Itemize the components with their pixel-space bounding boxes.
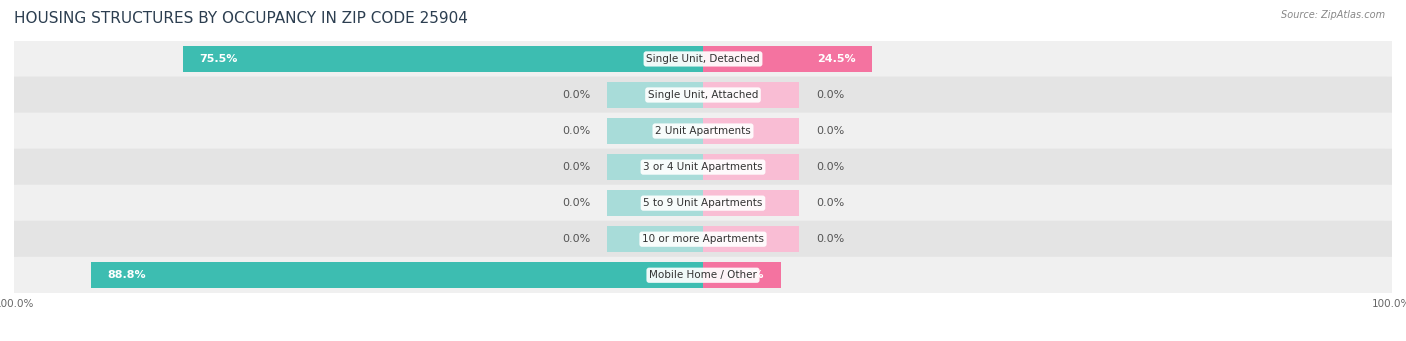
Text: 0.0%: 0.0%: [562, 162, 591, 172]
Bar: [703, 118, 800, 144]
Text: 10 or more Apartments: 10 or more Apartments: [643, 234, 763, 244]
FancyBboxPatch shape: [8, 149, 1398, 186]
Text: 0.0%: 0.0%: [815, 90, 844, 100]
Bar: [606, 82, 703, 108]
Text: 88.8%: 88.8%: [108, 270, 146, 280]
Legend: Owner-occupied, Renter-occupied: Owner-occupied, Renter-occupied: [586, 339, 820, 341]
Text: HOUSING STRUCTURES BY OCCUPANCY IN ZIP CODE 25904: HOUSING STRUCTURES BY OCCUPANCY IN ZIP C…: [14, 11, 468, 26]
Bar: [606, 226, 703, 252]
Text: 0.0%: 0.0%: [562, 126, 591, 136]
Text: 5 to 9 Unit Apartments: 5 to 9 Unit Apartments: [644, 198, 762, 208]
FancyBboxPatch shape: [8, 185, 1398, 222]
Text: Mobile Home / Other: Mobile Home / Other: [650, 270, 756, 280]
Bar: [703, 46, 872, 72]
FancyBboxPatch shape: [8, 76, 1398, 114]
Bar: [703, 262, 780, 288]
Bar: [703, 154, 800, 180]
Text: 75.5%: 75.5%: [200, 54, 238, 64]
Text: 11.3%: 11.3%: [725, 270, 765, 280]
Bar: [606, 154, 703, 180]
Text: 0.0%: 0.0%: [562, 234, 591, 244]
FancyBboxPatch shape: [8, 221, 1398, 258]
Text: 0.0%: 0.0%: [815, 162, 844, 172]
Text: 0.0%: 0.0%: [562, 198, 591, 208]
Bar: [606, 118, 703, 144]
FancyBboxPatch shape: [8, 113, 1398, 149]
Bar: [91, 262, 703, 288]
Bar: [183, 46, 703, 72]
Text: 0.0%: 0.0%: [562, 90, 591, 100]
Text: Single Unit, Attached: Single Unit, Attached: [648, 90, 758, 100]
Text: Single Unit, Detached: Single Unit, Detached: [647, 54, 759, 64]
Text: 0.0%: 0.0%: [815, 126, 844, 136]
Bar: [703, 190, 800, 216]
Text: 3 or 4 Unit Apartments: 3 or 4 Unit Apartments: [643, 162, 763, 172]
Text: 24.5%: 24.5%: [817, 54, 855, 64]
Text: Source: ZipAtlas.com: Source: ZipAtlas.com: [1281, 10, 1385, 20]
Bar: [703, 226, 800, 252]
Text: 0.0%: 0.0%: [815, 198, 844, 208]
Bar: [606, 190, 703, 216]
Text: 2 Unit Apartments: 2 Unit Apartments: [655, 126, 751, 136]
FancyBboxPatch shape: [8, 41, 1398, 77]
Bar: [703, 82, 800, 108]
Text: 0.0%: 0.0%: [815, 234, 844, 244]
FancyBboxPatch shape: [8, 257, 1398, 294]
